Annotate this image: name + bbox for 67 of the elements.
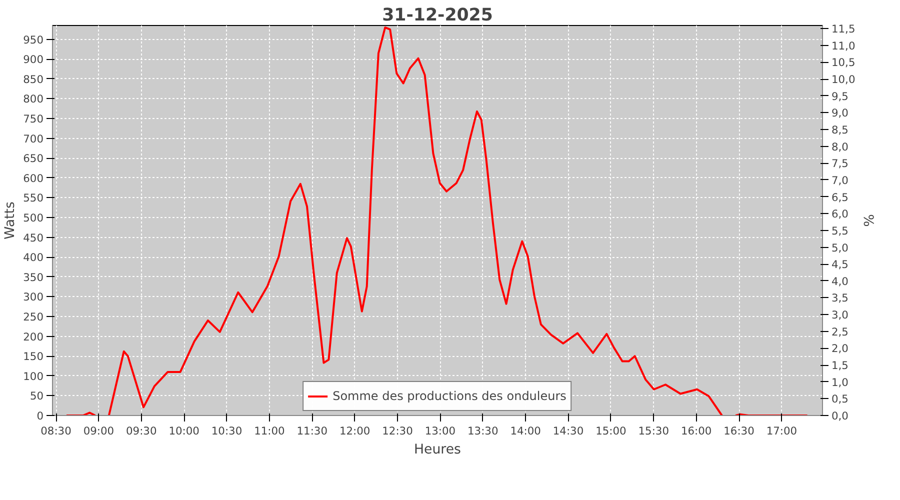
y-tick-label: 350 [23, 270, 44, 284]
legend-label: Somme des productions des onduleurs [332, 389, 566, 403]
y-tick-label: 600 [23, 172, 44, 185]
y2-tick-label: 1,0 [832, 376, 849, 389]
y-tick-label: 950 [23, 33, 44, 46]
y-tick-label: 200 [23, 330, 44, 344]
y2-tick-label: 8,5 [832, 123, 848, 136]
y2-tick-label: 11,5 [832, 22, 856, 36]
y2-tick-label: 5,5 [832, 224, 848, 238]
x-tick-label: 14:30 [552, 424, 584, 438]
y2-tick-label: 6,5 [832, 190, 848, 204]
y2-tick-label: 3,0 [832, 308, 849, 322]
x-tick-label: 10:30 [211, 424, 242, 438]
y-tick-label: 100 [23, 370, 44, 383]
y2-tick-label: 4,5 [832, 258, 848, 272]
x-tick-label: 09:30 [126, 424, 157, 438]
y-tick-label: 550 [23, 192, 44, 205]
x-tick-label: 11:30 [296, 424, 328, 438]
y-tick-label: 750 [23, 112, 44, 126]
y-tick-label: 450 [23, 231, 44, 244]
x-tick-label: 12:00 [339, 424, 370, 438]
y2-tick-label: 1,5 [832, 359, 848, 372]
y2-tick-label: 6,0 [832, 208, 849, 221]
chart-title: 31-12-2025 [382, 6, 493, 26]
x-tick-label: 15:00 [596, 424, 627, 438]
y2-tick-label: 0,0 [832, 410, 849, 422]
y2-tick-label: 10,0 [832, 73, 856, 86]
y2-tick-label: 7,0 [832, 174, 849, 187]
x-tick-label: 12:30 [382, 424, 414, 438]
x-tick-label: 09:00 [83, 424, 114, 438]
y-tick-label: 850 [23, 72, 44, 86]
y2-tick-label: 0,5 [832, 392, 848, 406]
y2-tick-label: 10,5 [832, 56, 856, 70]
y-tick-label: 300 [23, 290, 44, 304]
y-tick-label: 900 [23, 53, 44, 66]
y2-axis-title: % [860, 214, 876, 227]
y2-tick-label: 9,0 [832, 106, 849, 120]
y2-tick-label: 11,0 [832, 39, 856, 52]
y2-tick-label: 4,0 [832, 274, 849, 288]
x-tick-label: 14:00 [510, 424, 542, 438]
y2-tick-label: 3,5 [832, 292, 848, 305]
y2-tick-label: 2,5 [832, 325, 848, 338]
y-tick-label: 700 [23, 132, 44, 146]
x-tick-label: 17:00 [766, 424, 798, 438]
x-tick-label: 15:30 [638, 424, 670, 438]
y-tick-label: 0 [36, 410, 44, 422]
x-axis-title: Heures [414, 442, 462, 458]
y-tick-label: 250 [23, 310, 44, 324]
x-tick-label: 16:30 [724, 424, 755, 438]
x-tick-label: 13:30 [468, 424, 498, 438]
y-tick-label: 400 [23, 251, 44, 264]
y2-tick-label: 2,0 [832, 342, 849, 356]
y2-tick-label: 8,0 [832, 140, 849, 154]
y-tick-label: 500 [23, 212, 44, 225]
x-tick-label: 10:00 [168, 424, 200, 438]
x-tick-label: 16:00 [680, 424, 712, 438]
y2-tick-label: 9,5 [832, 90, 848, 103]
y-tick-label: 50 [30, 390, 44, 403]
x-tick-label: 13:00 [424, 424, 456, 438]
x-tick-label: 08:30 [40, 424, 72, 438]
y-tick-label: 800 [23, 92, 44, 106]
y2-tick-label: 5,0 [832, 241, 849, 254]
y-tick-label: 650 [23, 152, 44, 166]
y-tick-label: 150 [23, 350, 44, 364]
y-axis-title: Watts [3, 202, 18, 240]
y2-tick-label: 7,5 [832, 157, 848, 170]
x-tick-label: 11:00 [254, 424, 286, 438]
